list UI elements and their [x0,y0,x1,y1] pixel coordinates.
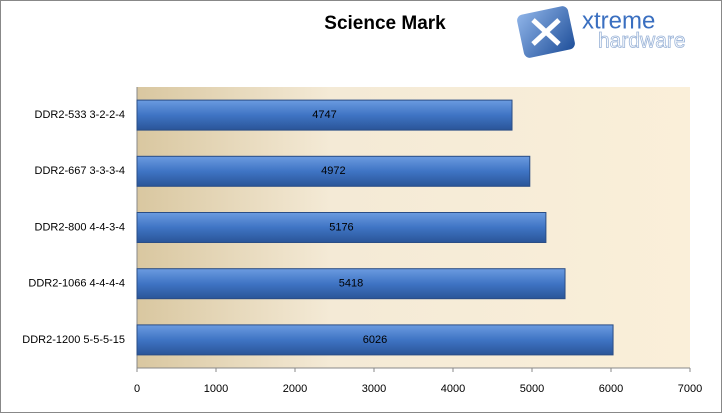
logo-x [531,18,561,46]
logo-text: xtreme [582,7,655,34]
data-label: 5418 [339,278,363,290]
x-tick-label: 1000 [204,383,228,395]
data-label: 4972 [321,165,345,177]
data-label: 4747 [312,109,336,121]
x-tick-label: 0 [134,383,140,395]
bar [136,212,547,243]
data-label: 5176 [329,221,353,233]
y-tick-label: DDR2-1200 5-5-5-15 [22,334,125,346]
y-tick-label: DDR2-667 3-3-3-4 [35,165,125,177]
y-tick-label: DDR2-533 3-2-2-4 [35,109,125,121]
bar [136,99,513,131]
logo: xtreme hardware [517,6,686,58]
x-tick-label: 7000 [678,383,702,395]
bar [136,324,614,356]
bar [136,268,566,300]
y-tick-label: DDR2-800 4-4-3-4 [35,221,125,233]
y-tick-label: DDR2-1066 4-4-4-4 [28,278,125,290]
chart-title: Science Mark [324,13,446,34]
bar [136,155,531,187]
data-label: 6026 [363,334,387,346]
x-tick-label: 6000 [599,383,623,395]
logo-text: hardware [598,30,686,53]
x-tick-label: 2000 [283,383,307,395]
x-tick-label: 5000 [520,383,544,395]
x-tick-label: 4000 [441,383,465,395]
x-tick-label: 3000 [362,383,386,395]
